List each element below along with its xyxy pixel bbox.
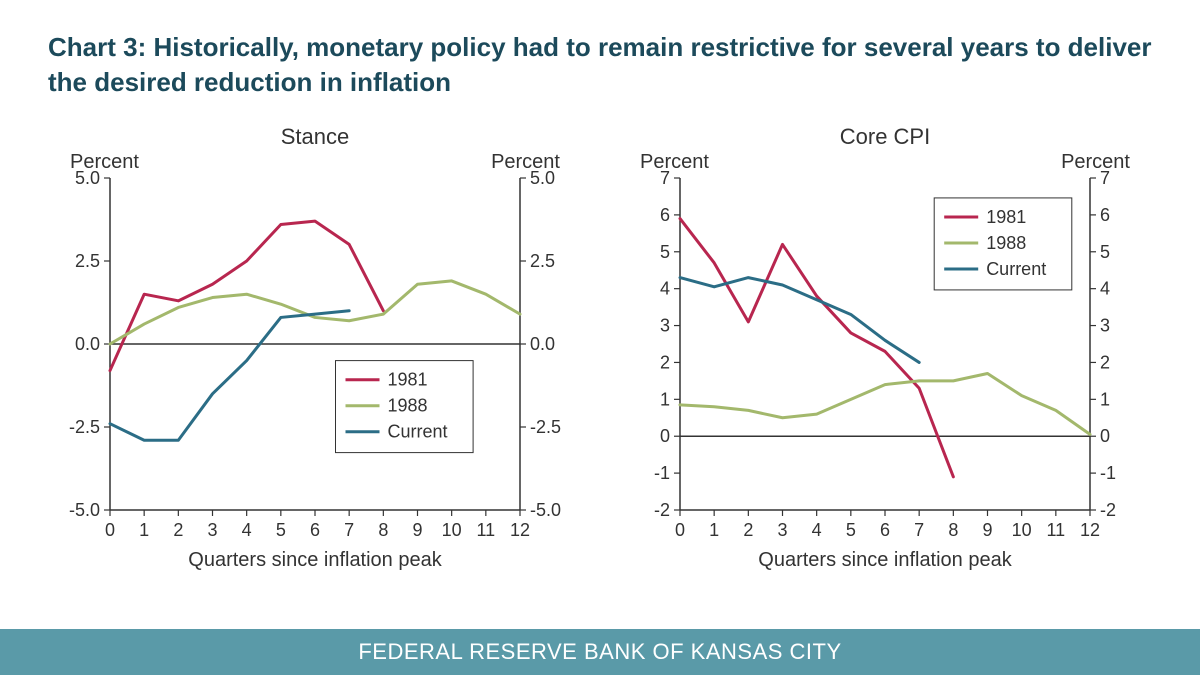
xtick-label: 9	[412, 520, 422, 540]
xtick-label: 1	[709, 520, 719, 540]
xtick-label: 7	[914, 520, 924, 540]
ytick-label-left: -2.5	[69, 417, 100, 437]
xtick-label: 5	[846, 520, 856, 540]
ytick-label-left: 3	[660, 316, 670, 336]
ytick-label-right: 4	[1100, 279, 1110, 299]
series-1981	[680, 219, 953, 477]
ytick-label-left: -2	[654, 500, 670, 520]
ytick-label-left: 2.5	[75, 251, 100, 271]
ytick-label-right: 1	[1100, 389, 1110, 409]
ytick-label-left: 7	[660, 168, 670, 188]
xtick-label: 10	[442, 520, 462, 540]
xtick-label: 4	[812, 520, 822, 540]
xtick-label: 8	[948, 520, 958, 540]
xtick-label: 0	[675, 520, 685, 540]
ytick-label-left: -5.0	[69, 500, 100, 520]
ytick-label-right: 5	[1100, 242, 1110, 262]
ytick-label-left: 2	[660, 352, 670, 372]
x-axis-label: Quarters since inflation peak	[758, 549, 1012, 571]
panel-title: Stance	[281, 124, 350, 149]
ytick-label-right: 2.5	[530, 251, 555, 271]
ytick-label-left: -1	[654, 463, 670, 483]
legend: 1981 1988 Current	[336, 361, 474, 453]
y-axis-label-left: Percent	[640, 151, 709, 173]
ytick-label-left: 6	[660, 205, 670, 225]
ytick-label-left: 4	[660, 279, 670, 299]
series-current	[110, 311, 349, 440]
xtick-label: 0	[105, 520, 115, 540]
series-1988	[680, 374, 1090, 435]
panel-title: Core CPI	[840, 124, 930, 149]
ytick-label-right: -5.0	[530, 500, 561, 520]
xtick-label: 7	[344, 520, 354, 540]
ytick-label-left: 5	[660, 242, 670, 262]
ytick-label-right: 6	[1100, 205, 1110, 225]
xtick-label: 6	[880, 520, 890, 540]
ytick-label-right: 0	[1100, 426, 1110, 446]
chart-title: Chart 3: Historically, monetary policy h…	[48, 30, 1152, 100]
ytick-label-left: 0.0	[75, 334, 100, 354]
xtick-label: 11	[1046, 520, 1065, 540]
footer-text: FEDERAL RESERVE BANK OF KANSAS CITY	[358, 639, 841, 665]
ytick-label-right: 7	[1100, 168, 1110, 188]
xtick-label: 2	[173, 520, 183, 540]
series-1981	[110, 221, 383, 370]
xtick-label: 3	[777, 520, 787, 540]
panel-stance: StancePercentPercent-5.0-5.0-2.5-2.50.00…	[40, 120, 590, 590]
x-axis-label: Quarters since inflation peak	[188, 549, 442, 571]
xtick-label: 10	[1012, 520, 1032, 540]
xtick-label: 12	[510, 520, 530, 540]
xtick-label: 2	[743, 520, 753, 540]
xtick-label: 5	[276, 520, 286, 540]
legend-label-current: Current	[986, 259, 1046, 279]
ytick-label-left: 0	[660, 426, 670, 446]
legend-label-1981: 1981	[986, 207, 1026, 227]
xtick-label: 8	[378, 520, 388, 540]
xtick-label: 6	[310, 520, 320, 540]
ytick-label-left: 5.0	[75, 168, 100, 188]
xtick-label: 11	[476, 520, 495, 540]
xtick-label: 12	[1080, 520, 1100, 540]
ytick-label-right: 5.0	[530, 168, 555, 188]
footer-bar: FEDERAL RESERVE BANK OF KANSAS CITY	[0, 629, 1200, 675]
xtick-label: 1	[139, 520, 149, 540]
y-axis-label-right: Percent	[1061, 151, 1130, 173]
ytick-label-right: -1	[1100, 463, 1116, 483]
ytick-label-right: -2.5	[530, 417, 561, 437]
legend: 1981 1988 Current	[934, 198, 1072, 290]
charts-row: Stance Percent Percent -5.0 -5.0 -2.5 -2.5 0.0 0…	[40, 120, 1160, 590]
legend-label-1988: 1988	[986, 233, 1026, 253]
ytick-label-right: 0.0	[530, 334, 555, 354]
legend-label-current: Current	[388, 422, 448, 442]
ytick-label-right: 3	[1100, 316, 1110, 336]
xtick-label: 9	[982, 520, 992, 540]
series-1988	[110, 281, 520, 344]
ytick-label-right: -2	[1100, 500, 1116, 520]
xtick-label: 4	[242, 520, 252, 540]
ytick-label-left: 1	[660, 389, 670, 409]
ytick-label-right: 2	[1100, 352, 1110, 372]
legend-label-1981: 1981	[388, 370, 428, 390]
legend-label-1988: 1988	[388, 396, 428, 416]
xtick-label: 3	[207, 520, 217, 540]
panel-core-cpi: Core CPIPercentPercent-2-2-1-10011223344…	[610, 120, 1160, 590]
